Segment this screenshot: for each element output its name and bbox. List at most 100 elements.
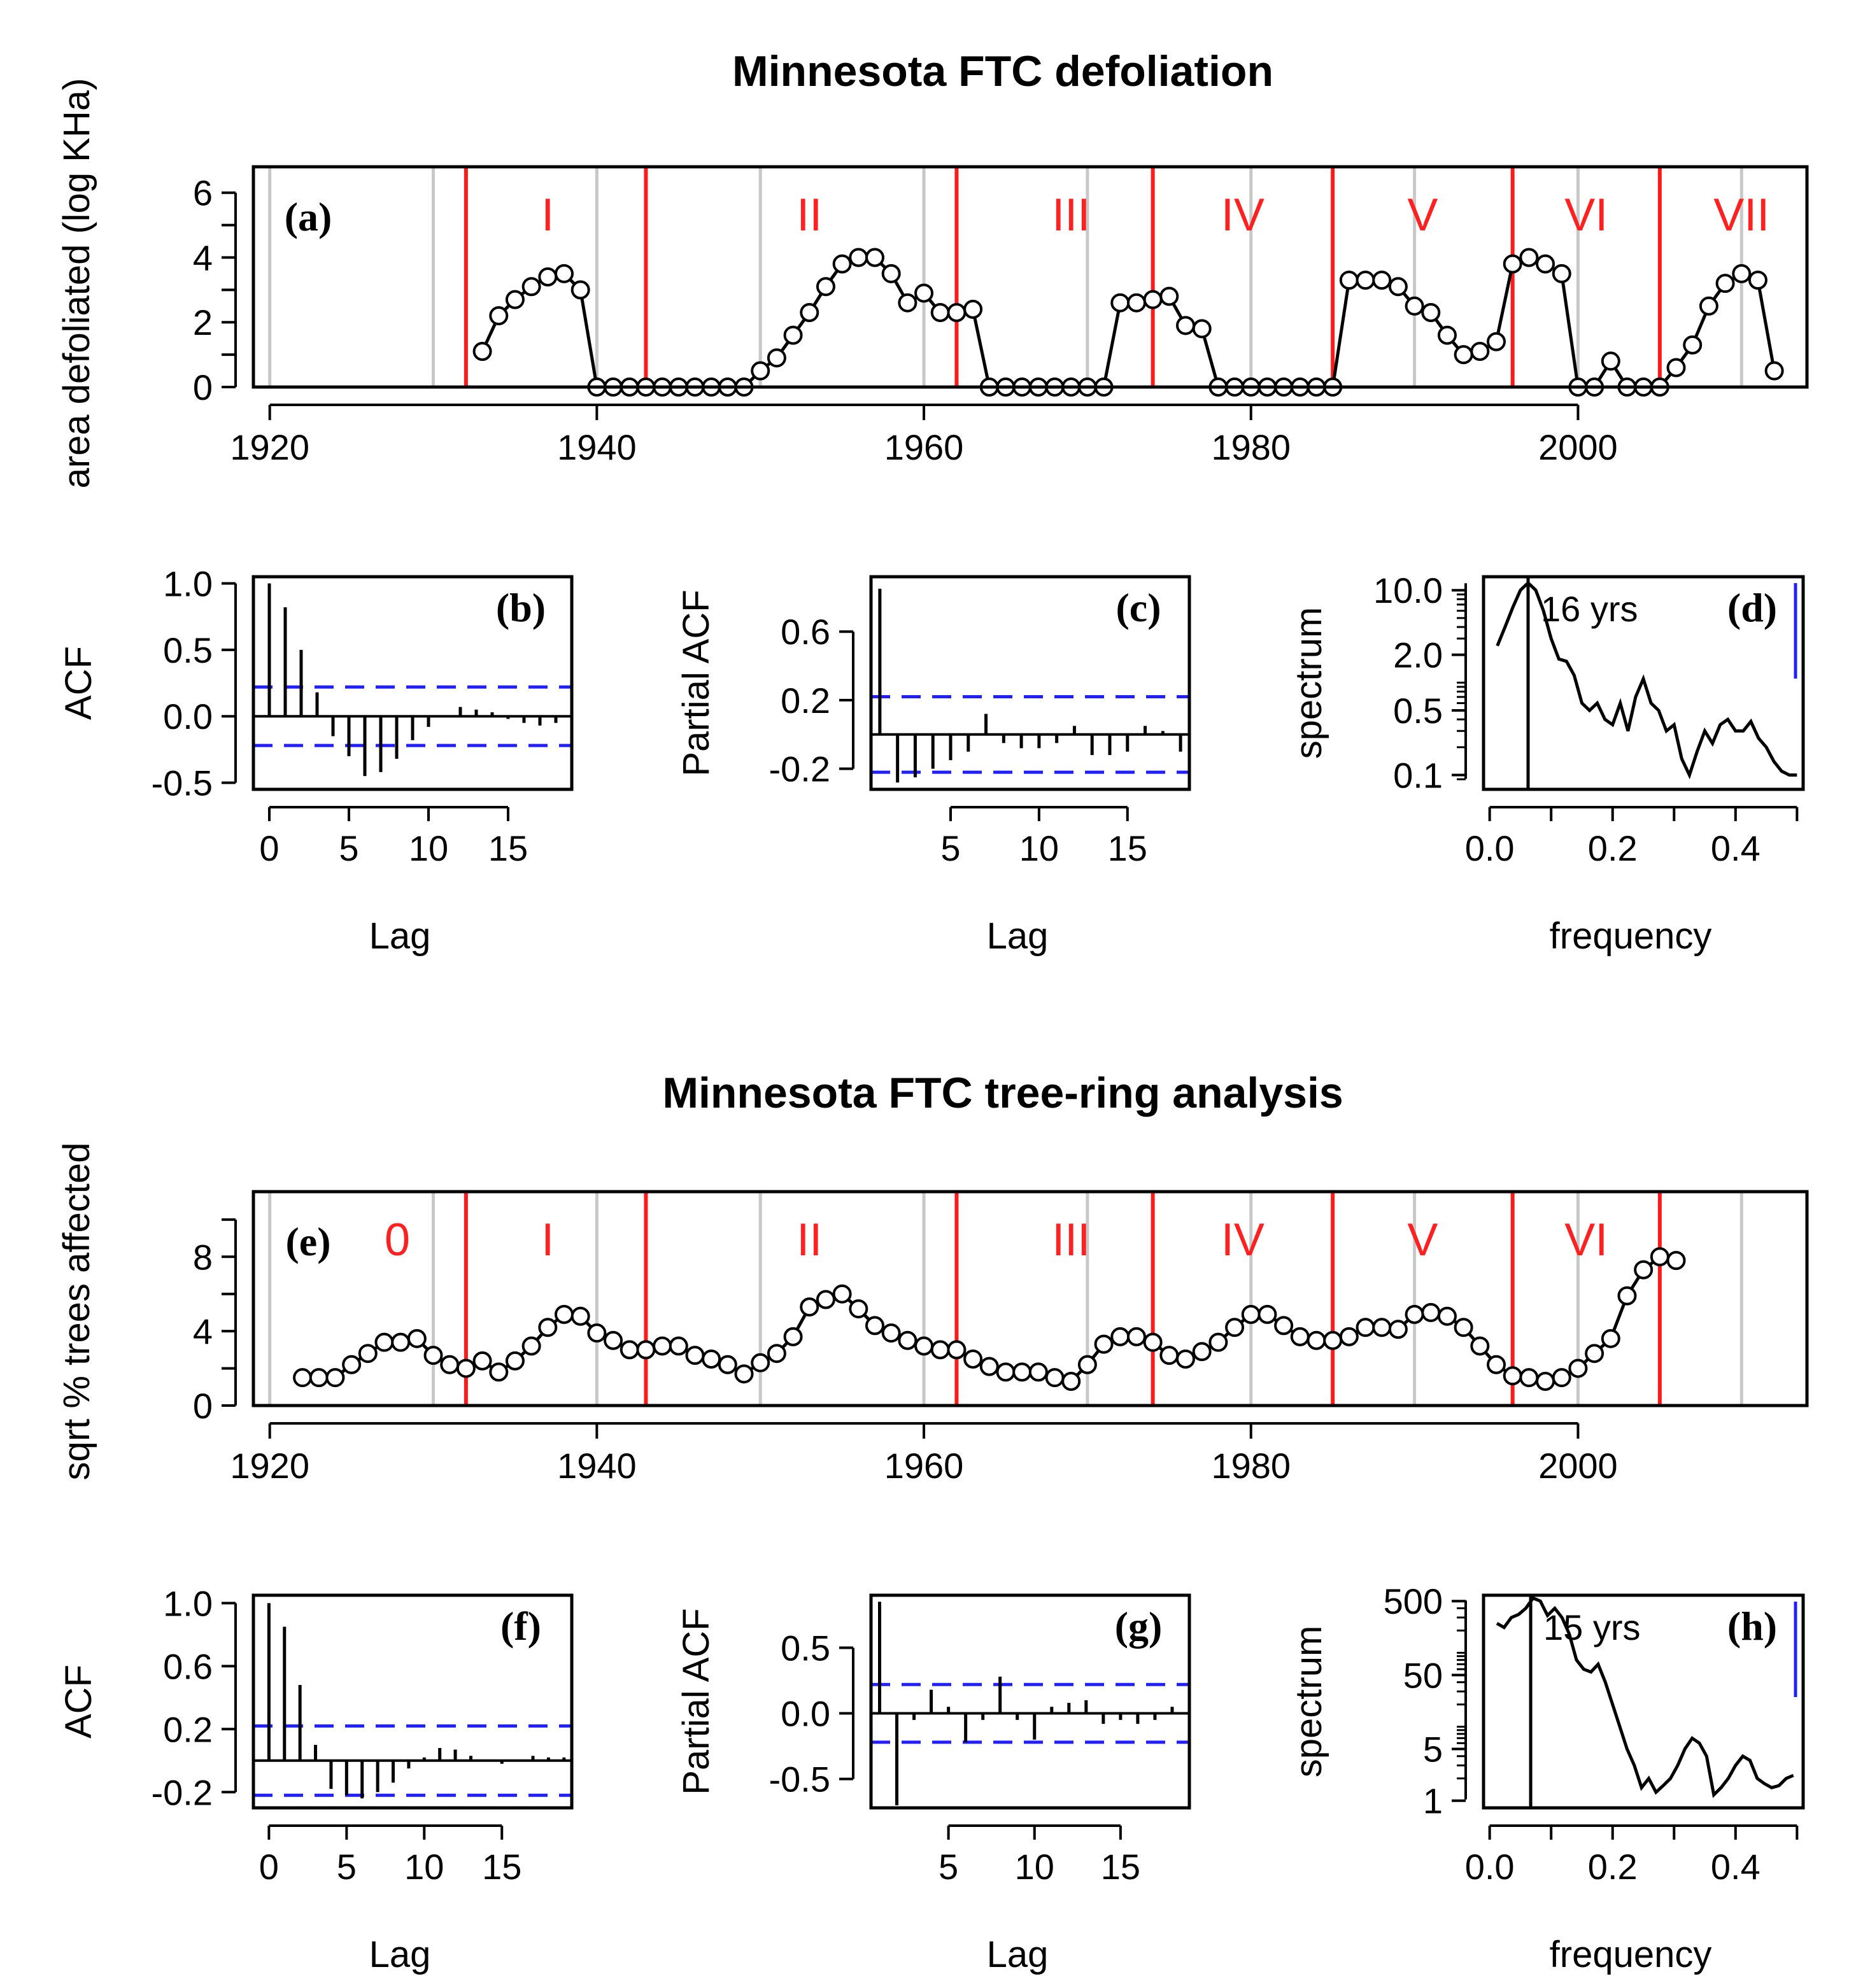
data-point-e	[1454, 1318, 1473, 1337]
data-point-e	[1601, 1329, 1620, 1348]
ylabel-a: area defoliated (log KHa)	[56, 78, 97, 489]
data-point-a	[930, 302, 950, 322]
y-tick-label-d: 0.1	[1393, 756, 1443, 796]
y-tick-label-h: 500	[1384, 1581, 1443, 1621]
phase-label-a: VI	[1564, 190, 1608, 241]
phase-label-e: V	[1407, 1215, 1438, 1265]
x-tick-label-h: 0.4	[1711, 1847, 1760, 1887]
data-point-a	[1487, 332, 1506, 351]
x-tick-label-b: 0	[259, 828, 279, 868]
data-point-e	[1094, 1334, 1114, 1354]
y-tick-label-c: 0.2	[781, 680, 830, 721]
data-point-e	[718, 1355, 737, 1374]
panel-d-spectrum: 0.1 0.5 2.0 10.0 0.0 0.2 0.4 frequency 16 yrs (d)…	[1288, 570, 1805, 957]
x-axis-label-h: frequency	[1550, 1934, 1712, 1975]
x-tick-label-a: 1960	[884, 427, 964, 467]
data-point-a	[555, 264, 574, 283]
data-point-e	[898, 1330, 917, 1350]
plot-frame-f	[251, 1593, 574, 1810]
y-tick-label-b: -0.5	[152, 763, 213, 803]
y-tick-label-c: -0.2	[769, 749, 831, 789]
data-point-a	[832, 254, 852, 274]
x-tick-label-e: 1980	[1211, 1446, 1291, 1486]
data-point-a	[1715, 274, 1735, 293]
phase-label-a: V	[1407, 190, 1438, 241]
plot-frame-e	[251, 1190, 1809, 1407]
x-axis-label-d: frequency	[1550, 915, 1712, 957]
y-axis-label-b: ACF	[58, 646, 99, 720]
plot-frame-g	[869, 1593, 1191, 1810]
data-point-a	[816, 277, 835, 297]
data-point-e	[620, 1340, 639, 1360]
panel-label-b: (b)	[496, 585, 546, 630]
data-point-a	[1192, 319, 1212, 339]
data-point-a	[767, 348, 786, 368]
y-axis-label-c: Partial ACF	[676, 589, 717, 776]
x-tick-label-f: 0	[259, 1847, 279, 1887]
y-axis-label-f: ACF	[58, 1665, 99, 1738]
data-point-e	[521, 1336, 541, 1356]
x-tick-label-g: 10	[1015, 1847, 1054, 1887]
data-point-e	[1274, 1316, 1294, 1336]
panel-label-c: (c)	[1116, 585, 1161, 630]
x-tick-label-h: 0.0	[1465, 1847, 1515, 1887]
data-point-a	[538, 267, 558, 286]
data-point-e	[930, 1340, 950, 1360]
y-tick-label-a: 2	[193, 302, 213, 342]
data-point-a	[570, 280, 590, 300]
y-tick-label-e: 4	[193, 1311, 213, 1351]
data-point-e	[653, 1336, 672, 1356]
data-point-e	[1028, 1362, 1048, 1382]
title-defoliation: Minnesota FTC defoliation	[732, 47, 1273, 95]
data-point-e	[685, 1346, 705, 1365]
plot-frame-a	[251, 165, 1809, 389]
peak-period-label-h: 15 yrs	[1543, 1607, 1641, 1647]
y-tick-label-h: 1	[1423, 1781, 1443, 1821]
x-tick-label-a: 1920	[230, 427, 309, 467]
data-point-a	[1748, 271, 1767, 290]
data-point-a	[1388, 277, 1408, 297]
data-point-e	[1061, 1372, 1081, 1392]
data-point-a	[521, 277, 541, 297]
data-point-e	[979, 1357, 999, 1376]
data-point-a	[783, 325, 803, 345]
data-point-e	[1470, 1336, 1490, 1356]
data-point-e	[881, 1323, 901, 1343]
title-tree-ring: Minnesota FTC tree-ring analysis	[662, 1069, 1343, 1117]
data-point-e	[325, 1368, 345, 1388]
y-tick-label-d: 10.0	[1373, 570, 1443, 610]
data-point-e	[1126, 1327, 1146, 1346]
data-point-e	[1372, 1318, 1392, 1337]
phase-label-a: II	[797, 190, 822, 241]
data-point-e	[996, 1362, 1016, 1382]
x-axis-label-c: Lag	[987, 915, 1049, 957]
data-point-a	[881, 264, 901, 283]
x-tick-label-d: 0.4	[1711, 828, 1760, 868]
y-tick-label-b: 0.0	[163, 696, 213, 737]
data-point-e	[800, 1297, 819, 1317]
data-point-a	[1470, 342, 1490, 362]
data-point-a	[1176, 316, 1195, 335]
panel-label-a: (a)	[285, 194, 332, 239]
y-tick-label-b: 1.0	[163, 563, 213, 603]
data-point-e	[669, 1336, 688, 1356]
data-point-e	[816, 1290, 835, 1309]
data-point-a	[1372, 271, 1392, 290]
data-point-e	[587, 1323, 607, 1343]
data-point-a	[914, 283, 934, 303]
phase-label-e: III	[1052, 1215, 1090, 1265]
data-point-a	[1503, 254, 1522, 274]
panel-h-spectrum: 1 5 50 500 0.0 0.2 0.4 frequency 15 yrs (h) spectr…	[1288, 1581, 1805, 1975]
data-point-a	[751, 361, 770, 381]
phase-label-e: II	[797, 1215, 822, 1265]
panel-label-f: (f)	[500, 1604, 541, 1649]
data-point-e	[1339, 1327, 1359, 1346]
panel-c-pacf: 5 10 15 Lag -0.2 0.2 0.6 (c) Partial ACF	[676, 575, 1191, 957]
y-tick-label-f: -0.2	[152, 1772, 213, 1812]
data-point-e	[1388, 1320, 1408, 1339]
data-point-a	[1552, 264, 1571, 283]
data-point-e	[865, 1316, 884, 1336]
y-tick-label-d: 2.0	[1393, 635, 1443, 675]
x-axis-label-b: Lag	[369, 915, 431, 957]
